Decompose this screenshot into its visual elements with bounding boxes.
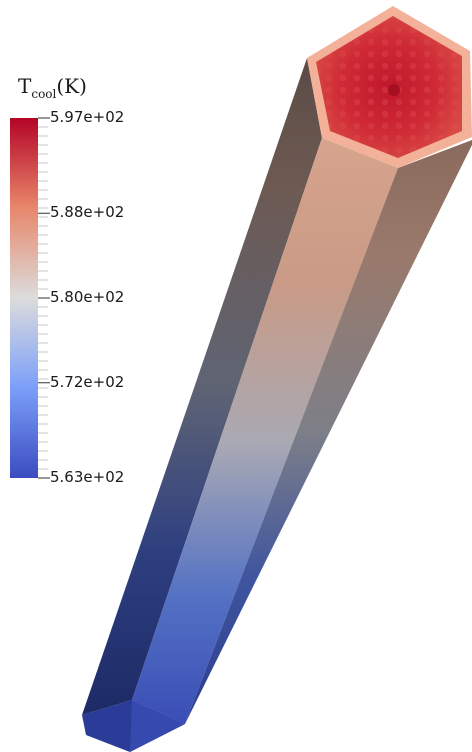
colorbar-label-1: 5.88e+02 [50,203,125,222]
rod-front-face [132,138,398,724]
rod-right-face [185,140,472,724]
colorbar-ticks [38,117,50,479]
colorbar-label-2: 5.80e+02 [50,288,125,306]
hot-spot-center [388,84,400,96]
rod-left-face [82,58,322,715]
colorbar [10,118,38,478]
colorbar-label-3: 5.72e+02 [50,372,125,391]
colorbar-label-0: 5.97e+02 [50,108,125,126]
colorbar-label-4: 5.63e+02 [50,468,125,486]
colorbar-title: Tcool(K) [18,74,87,101]
